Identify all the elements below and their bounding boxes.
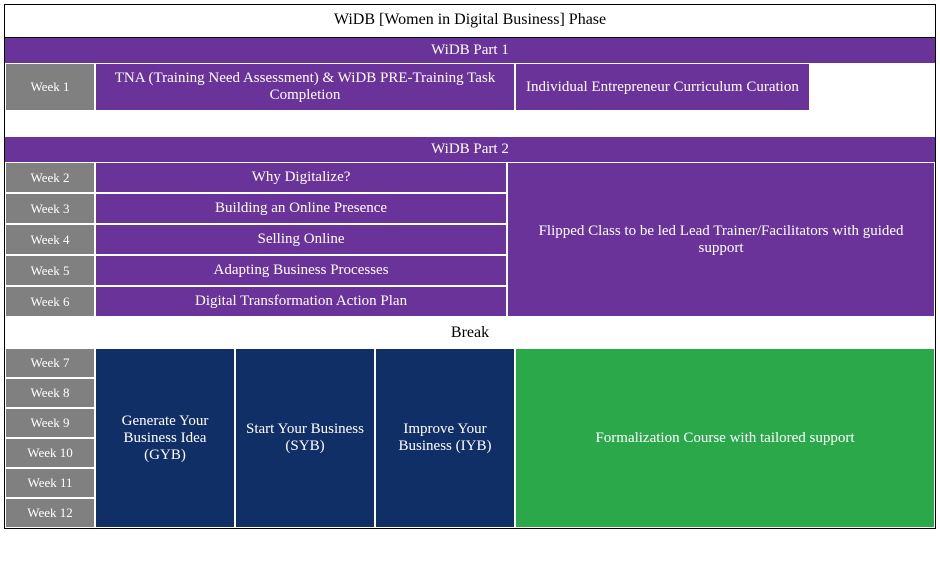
- part3-weeks-col: Week 7Week 8Week 9Week 10Week 11Week 12: [5, 348, 95, 528]
- week-cell-4: Week 4: [5, 224, 95, 255]
- part2-grid: Week 2Week 3Week 4Week 5Week 6 Why Digit…: [5, 162, 935, 317]
- week-cell-11: Week 11: [5, 468, 95, 498]
- week-cell-8: Week 8: [5, 378, 95, 408]
- week-cell-10: Week 10: [5, 438, 95, 468]
- week-cell-9: Week 9: [5, 408, 95, 438]
- week-cell-2: Week 2: [5, 162, 95, 193]
- part2-right-cell: Flipped Class to be led Lead Trainer/Fac…: [507, 162, 935, 317]
- part2-weeks-col: Week 2Week 3Week 4Week 5Week 6: [5, 162, 95, 317]
- part1-row: Week 1 TNA (Training Need Assessment) & …: [5, 63, 935, 111]
- part2-topic-2: Why Digitalize?: [95, 162, 507, 193]
- part2-topic-4: Selling Online: [95, 224, 507, 255]
- table-title: WiDB [Women in Digital Business] Phase: [5, 5, 935, 38]
- part3-mid-2: Improve Your Business (IYB): [375, 348, 515, 528]
- break-row: Break: [5, 317, 935, 348]
- spacer-1: [5, 111, 935, 137]
- part2-topics-col: Why Digitalize?Building an Online Presen…: [95, 162, 507, 317]
- part1-header: WiDB Part 1: [5, 38, 935, 63]
- phase-table: WiDB [Women in Digital Business] Phase W…: [4, 4, 936, 529]
- part1-right-cell: Individual Entrepreneur Curriculum Curat…: [515, 63, 810, 111]
- part2-topic-6: Digital Transformation Action Plan: [95, 286, 507, 317]
- week-cell-7: Week 7: [5, 348, 95, 378]
- week-cell-3: Week 3: [5, 193, 95, 224]
- part3-mid-0: Generate Your Business Idea (GYB): [95, 348, 235, 528]
- week-cell-1: Week 1: [5, 63, 95, 111]
- part2-topic-3: Building an Online Presence: [95, 193, 507, 224]
- part3-grid: Week 7Week 8Week 9Week 10Week 11Week 12 …: [5, 348, 935, 528]
- part1-left-cell: TNA (Training Need Assessment) & WiDB PR…: [95, 63, 515, 111]
- part3-right-cell: Formalization Course with tailored suppo…: [515, 348, 935, 528]
- part2-topic-5: Adapting Business Processes: [95, 255, 507, 286]
- part3-mid: Generate Your Business Idea (GYB)Start Y…: [95, 348, 515, 528]
- week-cell-12: Week 12: [5, 498, 95, 528]
- week-cell-6: Week 6: [5, 286, 95, 317]
- week-cell-5: Week 5: [5, 255, 95, 286]
- part3-mid-1: Start Your Business (SYB): [235, 348, 375, 528]
- part2-header: WiDB Part 2: [5, 137, 935, 162]
